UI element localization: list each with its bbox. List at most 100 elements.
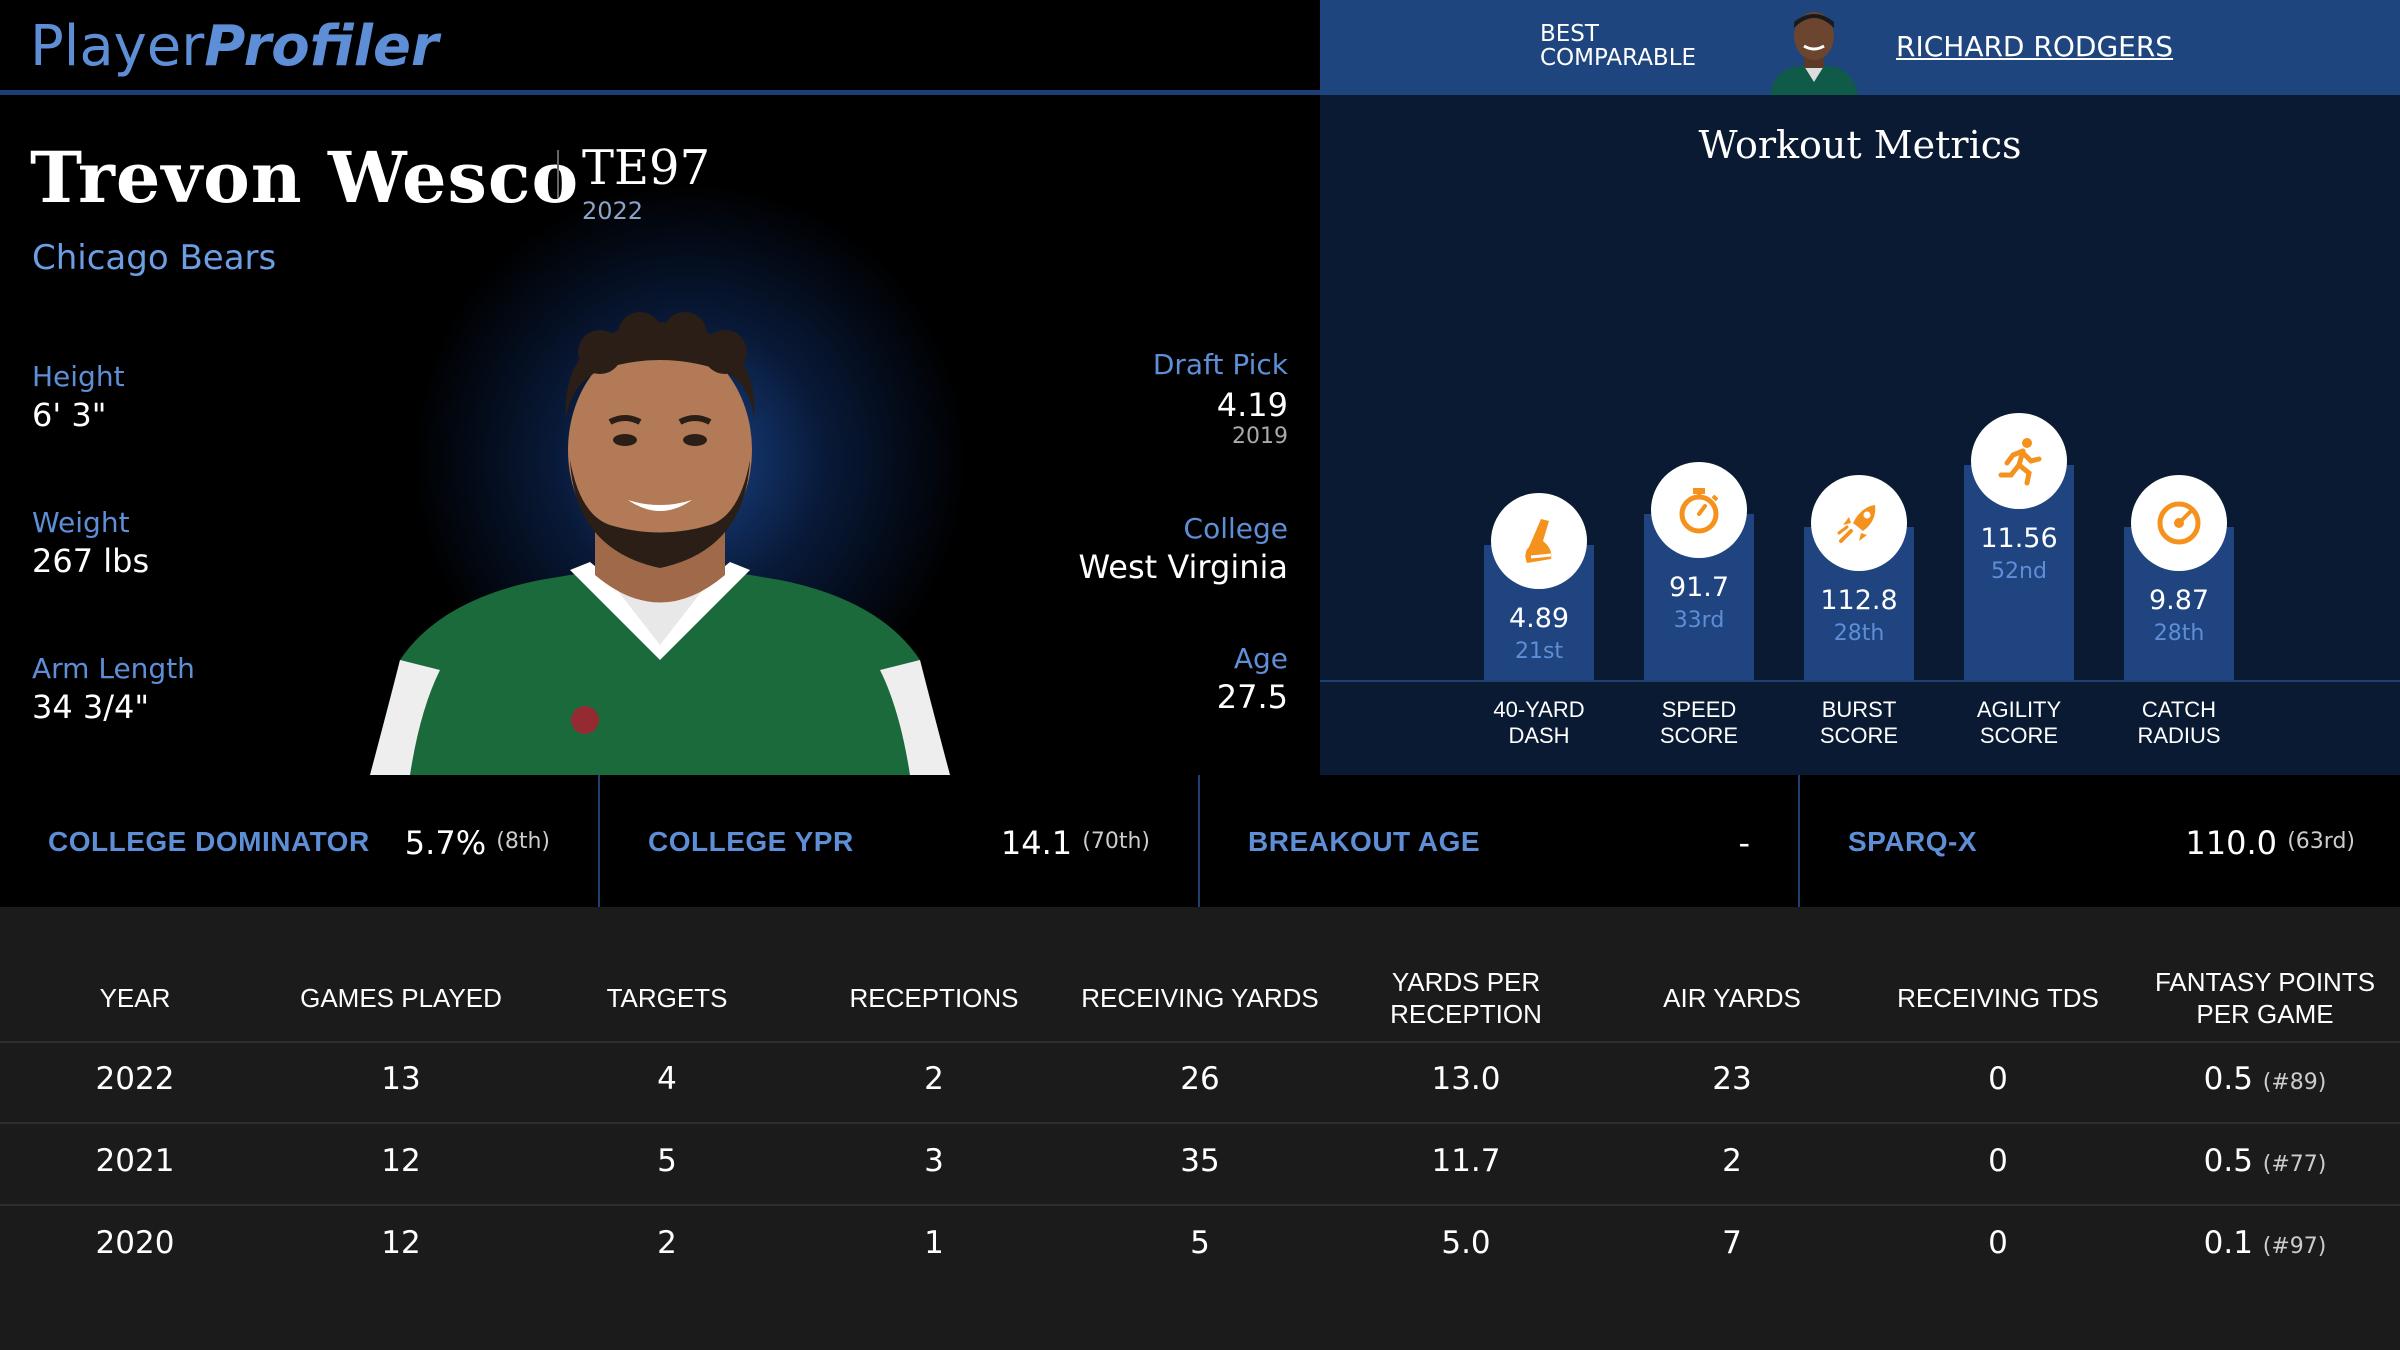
player-team-link[interactable]: Chicago Bears [32,238,277,278]
best-comparable-link[interactable]: RICHARD RODGERS [1896,30,2174,63]
fantasy-points-rank: (#89) [2262,1070,2327,1095]
table-header[interactable]: YARDS PER RECEPTION [1390,967,1542,1029]
table-cell: 26 [1180,1061,1220,1097]
college-dominator-value: 5.7% (8th) [360,824,550,862]
table-cell: 3 [924,1143,944,1179]
breakout-age-number: - [1738,824,1750,862]
site-logo[interactable]: PlayerProfiler [30,12,439,82]
weight-value: 267 lbs [32,542,150,580]
table-cell: 0.5 (#89) [2135,1061,2395,1097]
chart-baseline [1320,680,2400,682]
table-cell: 2 [1722,1143,1742,1179]
college-ypr-label[interactable]: COLLEGE YPR [648,826,854,857]
table-cell: 2 [924,1061,944,1097]
table-cell: 5 [657,1143,677,1179]
fantasy-points-rank: (#97) [2262,1234,2327,1259]
workout-label: SPEED SCORE [1659,697,1739,748]
table-header[interactable]: YEAR [99,983,171,1013]
table-cell: 5.0 [1441,1225,1491,1261]
row-divider [0,1041,2400,1043]
rocket-icon [1811,475,1907,571]
table-cell: 4 [657,1061,677,1097]
table-cell: 35 [1180,1143,1220,1179]
table-cell: 2021 [95,1143,175,1179]
workout-percentile: 28th [2153,621,2205,646]
table-header[interactable]: AIR YARDS [1663,983,1801,1013]
workout-percentile: 33rd [1673,608,1725,633]
fantasy-points-value: 0.5 [2203,1143,2263,1179]
draft-year: 2019 [1232,424,1288,449]
player-photo [370,300,950,775]
table-header[interactable]: FANTASY POINTS PER GAME [2154,967,2376,1029]
workout-percentile: 52nd [1991,559,2047,584]
shoe-icon [1491,493,1587,589]
logo-text-profiler: Profiler [204,14,439,79]
age-label: Age [1233,642,1288,675]
college-dominator-rank: (8th) [496,829,550,854]
target-icon [2131,475,2227,571]
workout-value: 11.56 [1980,523,2058,554]
stat-cell-breakout-age [1200,775,1800,907]
college-dominator-label[interactable]: COLLEGE DOMINATOR [48,826,370,857]
table-cell: 0 [1988,1061,2008,1097]
workout-value: 4.89 [1508,603,1570,634]
table-header[interactable]: TARGETS [606,983,728,1013]
table-header[interactable]: RECEIVING YARDS [1081,983,1319,1013]
table-cell: 12 [381,1143,421,1179]
player-position: TE97 [582,140,711,196]
comparable-avatar [1760,8,1868,95]
college-value: West Virginia [1078,548,1289,586]
table-header[interactable]: RECEIVING TDS [1897,983,2099,1013]
breakout-age-value: - [1560,824,1750,862]
fantasy-points-value: 0.1 [2203,1225,2263,1261]
sparq-label[interactable]: SPARQ-X [1848,826,1977,857]
fantasy-points-value: 0.5 [2203,1061,2263,1097]
advanced-stats-strip [0,775,2400,907]
table-cell: 0 [1988,1143,2008,1179]
header-bar [0,0,1320,95]
table-cell: 2020 [95,1225,175,1261]
stopwatch-icon [1651,462,1747,558]
player-name: Trevon Wesco [30,136,580,219]
table-cell: 0 [1988,1225,2008,1261]
draft-pick-label: Draft Pick [1152,348,1288,381]
weight-label: Weight [32,506,130,539]
stats-table [0,907,2400,1350]
height-value: 6' 3" [32,396,107,434]
table-cell: 12 [381,1225,421,1261]
breakout-age-label[interactable]: BREAKOUT AGE [1248,826,1481,857]
height-label: Height [32,360,125,393]
logo-text-player: Player [30,14,205,79]
table-cell: 2 [657,1225,677,1261]
table-cell: 13.0 [1431,1061,1501,1097]
fantasy-points-rank: (#77) [2262,1152,2327,1177]
best-comparable-label: BEST COMPARABLE [1540,21,1697,71]
workout-value: 112.8 [1820,585,1898,616]
college-ypr-value: 14.1 (70th) [960,824,1150,862]
table-cell: 1 [924,1225,944,1261]
workout-label: 40-YARD DASH [1493,697,1585,748]
college-ypr-rank: (70th) [1082,829,1150,854]
table-cell: 11.7 [1431,1143,1501,1179]
table-cell: 7 [1722,1225,1742,1261]
table-header[interactable]: RECEPTIONS [849,983,1019,1013]
sparq-number: 110.0 [2185,824,2278,862]
player-season: 2022 [582,197,644,225]
workout-value: 9.87 [2148,585,2210,616]
name-divider [557,150,559,198]
table-header[interactable]: GAMES PLAYED [300,983,502,1013]
age-value: 27.5 [1216,678,1288,716]
row-divider [0,1204,2400,1206]
best-comparable-bar [1320,0,2400,95]
stat-cell-college-dominator [0,775,600,907]
sparq-rank: (63rd) [2287,829,2355,854]
workout-percentile: 28th [1833,621,1885,646]
college-ypr-number: 14.1 [1000,824,1073,862]
row-divider [0,1122,2400,1124]
arm-length-label: Arm Length [32,652,195,685]
table-cell: 5 [1190,1225,1210,1261]
runner-icon [1971,413,2067,509]
sparq-value: 110.0 (63rd) [2155,824,2355,862]
table-cell: 13 [381,1061,421,1097]
table-cell: 2022 [95,1061,175,1097]
